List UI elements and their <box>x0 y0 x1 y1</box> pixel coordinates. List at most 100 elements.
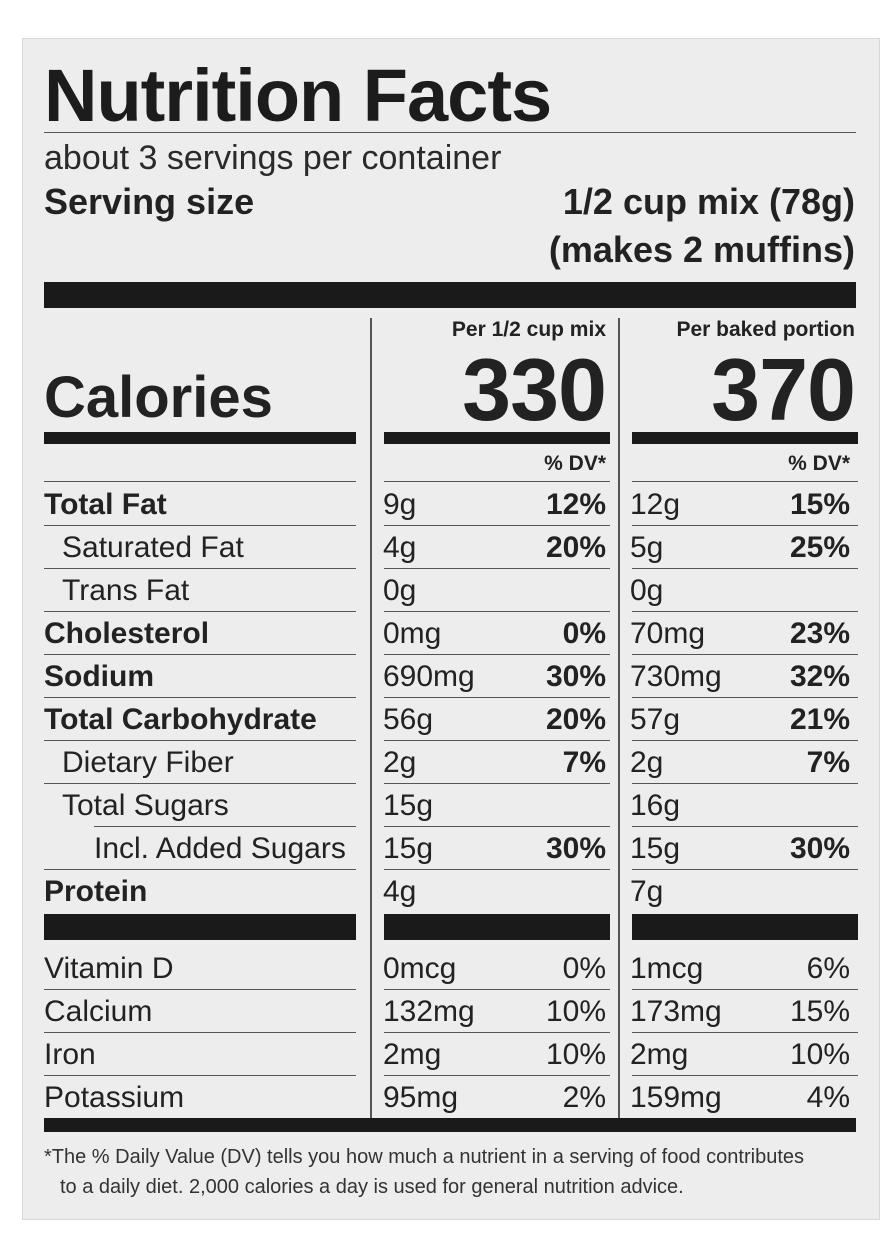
nutrient-dv-col1: 20% <box>545 531 606 564</box>
nutrient-amount-col1: 0mg <box>383 617 442 650</box>
nutrient-amount-col1: 690mg <box>383 660 475 693</box>
row-divider <box>632 697 858 698</box>
nutrient-dv-col2: 32% <box>789 660 850 693</box>
row-divider <box>632 611 858 612</box>
thick-divider-vitamins-col1 <box>384 914 610 940</box>
row-divider <box>44 783 356 784</box>
nutrient-amount-col1: 95mg <box>383 1081 459 1114</box>
row-divider <box>384 740 610 741</box>
nutrient-dv-col1: 10% <box>545 995 606 1028</box>
nutrient-amount-col1: 4g <box>383 875 417 908</box>
row-divider <box>44 525 356 526</box>
row-divider <box>632 783 858 784</box>
calories-bar-label <box>44 432 356 444</box>
nutrient-amount-col2: 16g <box>630 789 681 822</box>
thick-divider-vitamins-label <box>44 914 356 940</box>
nutrient-amount-col2: 1mcg <box>630 952 704 985</box>
nutrient-dv-col1: 12% <box>545 488 606 521</box>
nutrient-amount-col2: 2g <box>630 746 664 779</box>
row-divider <box>44 611 356 612</box>
nutrient-dv-col2: 15% <box>789 995 850 1028</box>
nutrient-amount-col2: 7g <box>630 875 664 908</box>
row-divider <box>632 568 858 569</box>
serving-size-note: (makes 2 muffins) <box>548 229 855 270</box>
row-divider <box>384 989 610 990</box>
nutrient-amount-col2: 730mg <box>630 660 722 693</box>
nutrient-amount-col2: 12g <box>630 488 681 521</box>
nutrient-name: Saturated Fat <box>62 531 244 564</box>
nutrient-amount-col2: 57g <box>630 703 681 736</box>
dv-header-divider <box>44 481 356 482</box>
row-divider <box>384 568 610 569</box>
nutrient-amount-col2: 173mg <box>630 995 722 1028</box>
calories-col1: 330 <box>462 340 607 439</box>
row-divider <box>632 1075 858 1076</box>
nutrient-dv-col2: 6% <box>806 952 850 985</box>
nutrient-amount-col1: 132mg <box>383 995 475 1028</box>
nutrient-amount-col2: 15g <box>630 832 681 865</box>
nutrient-dv-col2: 10% <box>789 1038 850 1071</box>
row-divider <box>632 869 858 870</box>
nutrient-amount-col1: 15g <box>383 832 434 865</box>
nutrient-amount-col2: 0g <box>630 574 664 607</box>
column-divider-1 <box>370 318 372 1118</box>
dv-header-divider <box>384 481 610 482</box>
row-divider <box>384 697 610 698</box>
nutrient-amount-col1: 2mg <box>383 1038 442 1071</box>
row-divider <box>384 869 610 870</box>
serving-size-label: Serving size <box>44 181 255 222</box>
nutrient-name: Trans Fat <box>62 574 190 607</box>
nutrient-name: Incl. Added Sugars <box>94 832 346 865</box>
nutrient-name: Protein <box>44 875 148 908</box>
calories-bar-col2 <box>632 432 858 444</box>
row-divider <box>384 611 610 612</box>
nutrient-name: Sodium <box>44 660 154 693</box>
row-divider <box>632 826 858 827</box>
nutrient-name: Vitamin D <box>44 952 174 985</box>
row-divider <box>384 783 610 784</box>
row-divider <box>44 1075 356 1076</box>
nutrient-name: Iron <box>44 1038 96 1071</box>
col2-header: Per baked portion <box>676 318 855 341</box>
row-divider <box>44 568 356 569</box>
servings-per-container: about 3 servings per container <box>44 139 502 177</box>
footnote-line2: to a daily diet. 2,000 calories a day is… <box>60 1176 684 1198</box>
row-divider <box>632 989 858 990</box>
dv-header-divider <box>632 481 858 482</box>
nutrient-amount-col2: 159mg <box>630 1081 722 1114</box>
row-divider <box>384 826 610 827</box>
nutrient-dv-col1: 0% <box>562 952 606 985</box>
nutrient-dv-col1: 7% <box>562 746 606 779</box>
nutrient-amount-col2: 2mg <box>630 1038 689 1071</box>
col1-header: Per 1/2 cup mix <box>451 318 606 341</box>
row-divider <box>44 869 356 870</box>
nutrient-dv-col2: 21% <box>789 703 850 736</box>
nutrient-dv-col1: 20% <box>545 703 606 736</box>
nutrient-name: Total Sugars <box>62 789 229 822</box>
nutrient-name: Calcium <box>44 995 153 1028</box>
row-divider <box>632 654 858 655</box>
nutrient-dv-col2: 23% <box>789 617 850 650</box>
row-divider <box>384 525 610 526</box>
nutrient-dv-col2: 4% <box>806 1081 850 1114</box>
row-divider <box>94 826 356 827</box>
nutrient-dv-col2: 30% <box>789 832 850 865</box>
nutrient-amount-col1: 56g <box>383 703 434 736</box>
row-divider <box>384 1075 610 1076</box>
row-divider <box>44 697 356 698</box>
calories-bar-col1 <box>384 432 610 444</box>
nutrition-label-panel <box>22 38 880 1220</box>
dv-header-col2: % DV* <box>788 452 850 475</box>
nutrient-amount-col1: 15g <box>383 789 434 822</box>
row-divider <box>632 740 858 741</box>
nutrient-dv-col1: 2% <box>562 1081 606 1114</box>
nutrient-amount-col2: 70mg <box>630 617 706 650</box>
nutrient-name: Dietary Fiber <box>62 746 234 779</box>
dv-header-col1: % DV* <box>544 452 606 475</box>
row-divider <box>44 989 356 990</box>
nutrient-name: Total Fat <box>44 488 167 521</box>
thick-divider-top <box>44 282 856 308</box>
nutrient-name: Cholesterol <box>44 617 210 650</box>
nutrient-dv-col1: 30% <box>545 832 606 865</box>
nutrient-amount-col1: 9g <box>383 488 417 521</box>
